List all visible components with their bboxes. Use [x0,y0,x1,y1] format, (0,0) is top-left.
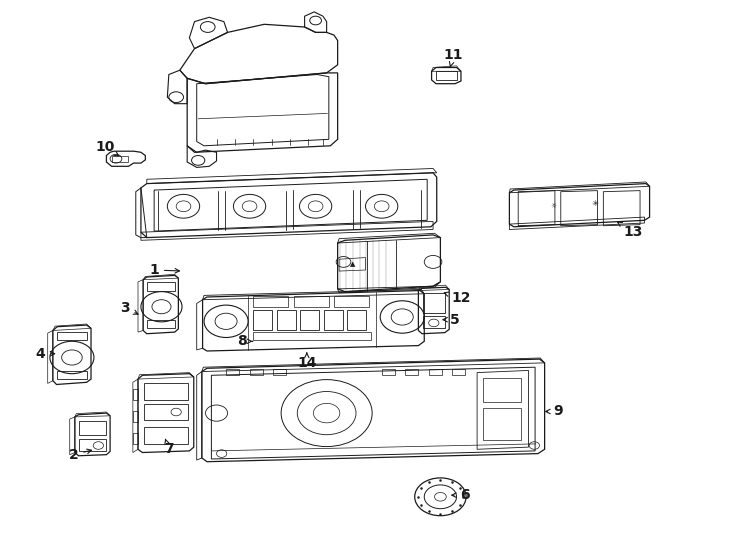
Text: 5: 5 [443,313,460,327]
Text: 14: 14 [297,353,316,370]
Bar [452,369,465,375]
Text: 7: 7 [164,439,174,456]
Bar [147,282,175,291]
Text: ▲: ▲ [349,261,355,268]
Bar [250,369,263,375]
Bar [57,371,87,379]
Bar [483,378,521,402]
Text: 4: 4 [35,347,55,361]
Bar [144,383,188,400]
Bar [144,427,188,444]
Bar [300,310,319,330]
Bar [79,439,106,451]
Bar [294,296,329,307]
Text: 11: 11 [444,48,463,68]
Text: 9: 9 [545,404,563,418]
Text: 1: 1 [149,263,180,277]
Bar [382,369,395,375]
Bar [79,421,106,435]
Text: 12: 12 [444,291,470,305]
Bar [423,293,445,313]
Bar [133,433,138,444]
Bar [226,369,239,375]
Text: 8: 8 [237,334,252,348]
Text: 2: 2 [68,448,92,462]
Bar [273,369,286,375]
Bar [405,369,418,375]
Bar [253,296,288,307]
Bar [144,404,188,420]
Text: 6: 6 [451,488,470,502]
Bar [483,408,521,440]
Text: 10: 10 [95,140,119,156]
Bar [57,332,87,340]
Text: 13: 13 [617,222,643,239]
Bar [112,156,128,162]
Bar [133,389,138,400]
Bar [436,71,457,80]
Bar [429,369,442,375]
Text: ✳: ✳ [591,199,598,208]
Text: ☼: ☼ [550,203,556,210]
Bar [347,310,366,330]
Bar [147,320,175,328]
Bar [423,316,445,328]
Bar [253,332,371,340]
Text: 3: 3 [120,301,138,315]
Bar [324,310,343,330]
Bar [133,411,138,422]
Bar [334,296,369,307]
Bar [253,310,272,330]
Bar [277,310,296,330]
